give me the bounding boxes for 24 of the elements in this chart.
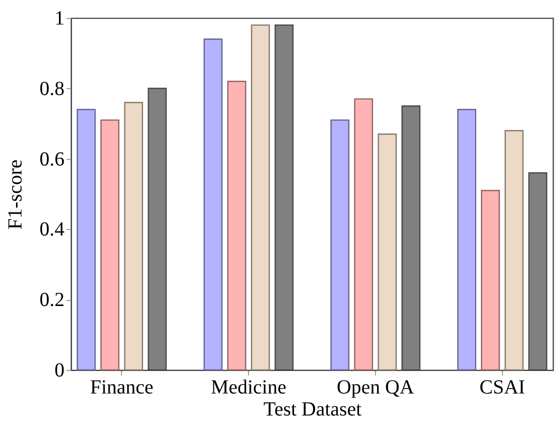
x-tick-label: Open QA — [336, 376, 415, 398]
y-tick-label: 1 — [54, 8, 64, 30]
bar — [250, 24, 270, 371]
y-tick-label: 0.2 — [40, 289, 64, 312]
bar — [76, 108, 96, 371]
bar — [378, 134, 397, 371]
bar — [100, 119, 120, 371]
y-tick-label: 0.4 — [40, 218, 64, 241]
bar — [480, 190, 500, 371]
bar — [330, 119, 350, 371]
bar — [204, 38, 223, 371]
x-tick-label: CSAI — [479, 376, 526, 398]
x-tick-label: Finance — [90, 376, 154, 398]
bar — [457, 108, 476, 371]
bar — [124, 102, 144, 371]
x-axis-title: Test Dataset — [263, 398, 362, 420]
x-tick-label: Medicine — [210, 376, 286, 398]
y-tick-label: 0.6 — [40, 148, 64, 170]
y-axis-title: F1-score — [4, 159, 26, 230]
y-tick-label: 0 — [54, 360, 64, 382]
y-tick-label: 0.8 — [40, 78, 64, 100]
bar — [504, 130, 524, 371]
bar — [227, 80, 246, 371]
bar — [354, 98, 374, 371]
